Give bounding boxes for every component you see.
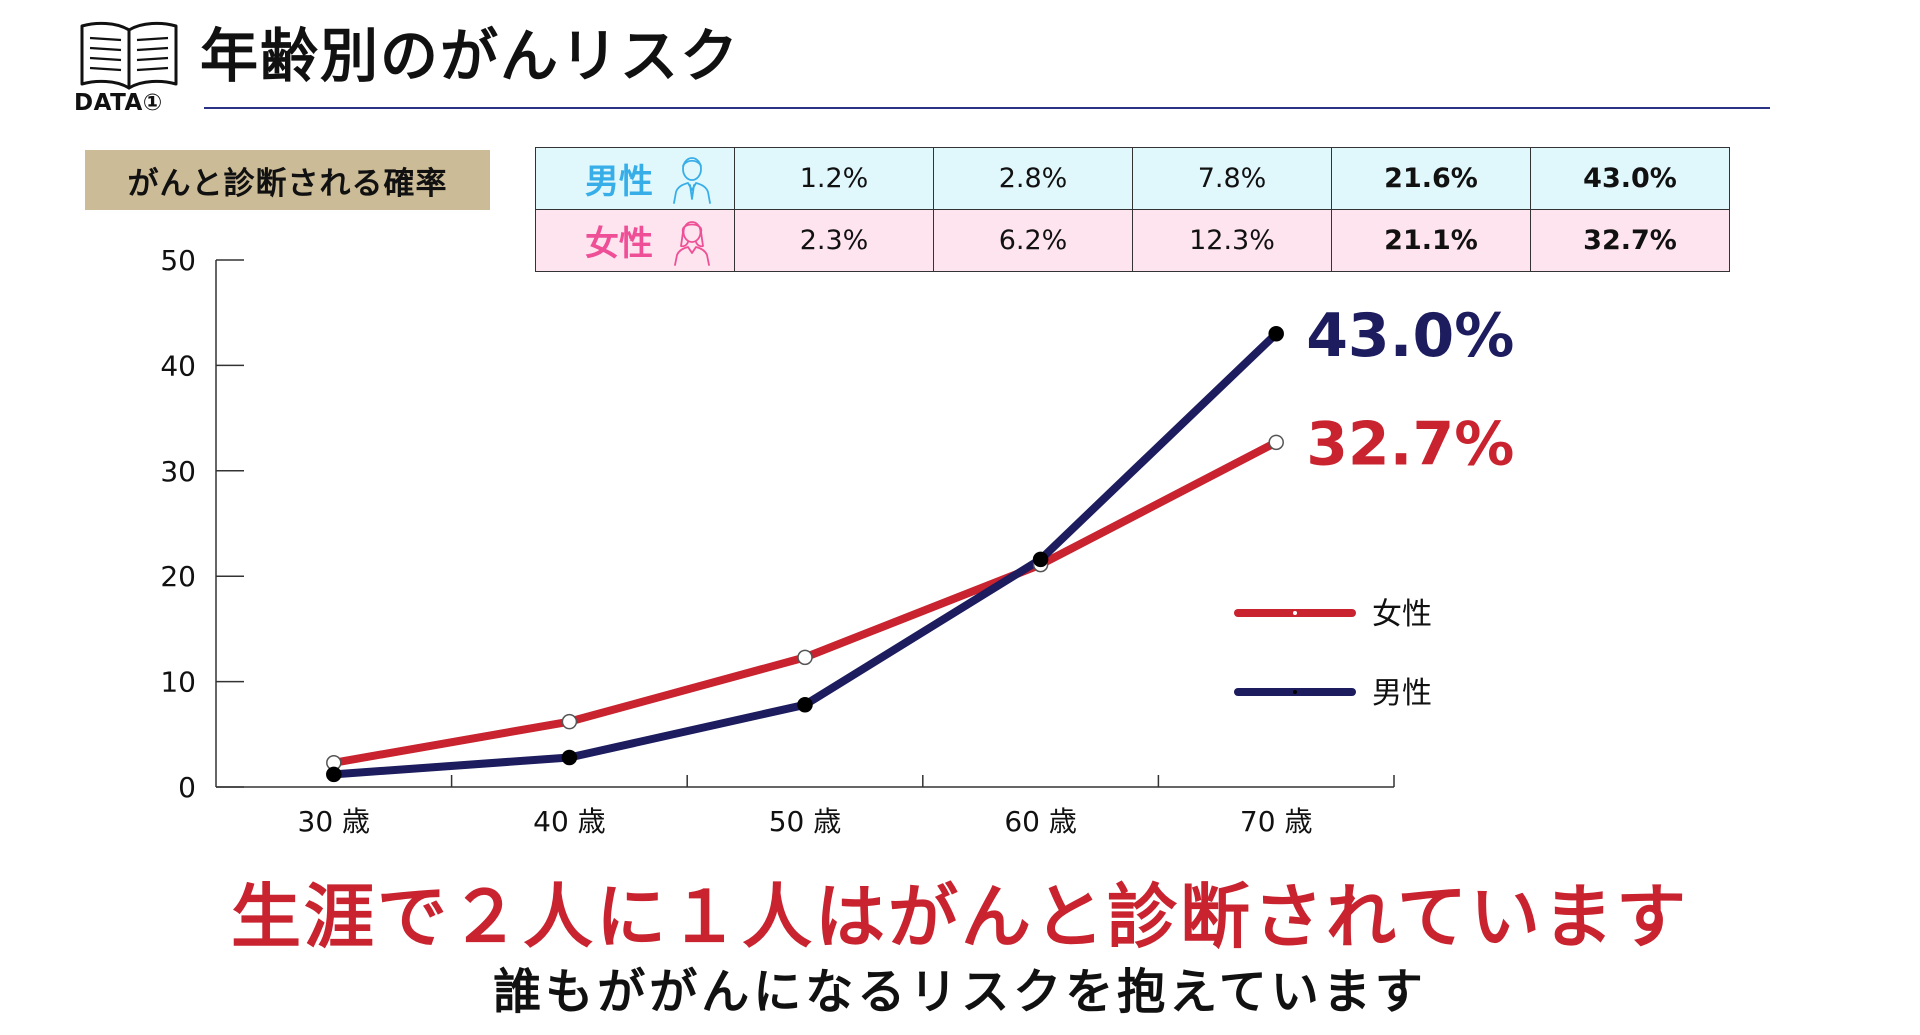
y-tick-label-0: 0 [178, 771, 196, 804]
data-point-1-1 [561, 749, 578, 766]
data-point-1-0 [326, 766, 342, 783]
y-tick-label-2: 20 [160, 560, 196, 593]
female-label: 女性 [585, 224, 653, 264]
end-value-label-1: 32.7% [1306, 409, 1514, 479]
male-40: 2.8% [933, 147, 1133, 210]
data-point-1-2 [797, 697, 813, 713]
x-tick-label-0: 30 歳 [298, 805, 371, 838]
x-tick-label-2: 50 歳 [769, 805, 842, 838]
data-point-0-2 [797, 649, 813, 666]
female-header-cell: 女性 [535, 209, 735, 272]
female-40: 6.2% [933, 209, 1133, 272]
male-70: 43.0% [1530, 147, 1730, 210]
table-row-female: 女性 2.3% 6.2% 12.3% 21.1% 32.7% [535, 209, 1730, 272]
title-divider [204, 107, 1770, 109]
y-tick-label-4: 40 [160, 349, 196, 382]
male-label: 男性 [585, 162, 653, 202]
data-point-0-1 [561, 713, 578, 730]
x-tick-label-1: 40 歳 [533, 805, 606, 838]
male-50: 7.8% [1132, 147, 1332, 210]
y-tick-label-1: 10 [160, 666, 196, 699]
data-point-0-4 [1268, 434, 1284, 451]
sub-message: 誰もががんになるリスクを抱えています [493, 964, 1427, 1020]
data-badge: DATA① [74, 90, 163, 116]
x-tick-label-4: 70 歳 [1240, 805, 1313, 838]
end-value-label-0: 43.0% [1306, 301, 1514, 371]
female-70: 32.7% [1530, 209, 1730, 272]
female-50: 12.3% [1132, 209, 1332, 272]
x-tick-label-3: 60 歳 [1004, 805, 1077, 838]
legend-label-0: 女性 [1372, 597, 1432, 632]
y-tick-label-3: 30 [160, 455, 196, 488]
man-avatar-icon [673, 157, 711, 204]
headline-message: 生涯で２人に１人はがんと診断されています [231, 876, 1689, 958]
data-point-1-4 [1268, 326, 1284, 342]
male-header-cell: 男性 [535, 147, 735, 210]
rate-table: 男性 1.2% 2.8% 7.8% 21.6% 43.0% 女性 [535, 147, 1730, 272]
woman-avatar-icon [674, 221, 710, 266]
legend-marker-1 [1293, 690, 1297, 694]
y-tick-label-5: 50 [160, 244, 196, 277]
series-line-0 [329, 438, 1281, 767]
legend-label-1: 男性 [1372, 676, 1432, 711]
legend-marker-0 [1293, 611, 1297, 615]
table-row-male: 男性 1.2% 2.8% 7.8% 21.6% 43.0% [535, 147, 1730, 210]
data-point-1-3 [1032, 551, 1049, 568]
page-title: 年齢別のがんリスク [200, 22, 741, 90]
male-60: 21.6% [1331, 147, 1531, 210]
female-30: 2.3% [734, 209, 934, 272]
section-label: がんと診断される確率 [85, 150, 490, 210]
open-book-icon [80, 21, 178, 90]
